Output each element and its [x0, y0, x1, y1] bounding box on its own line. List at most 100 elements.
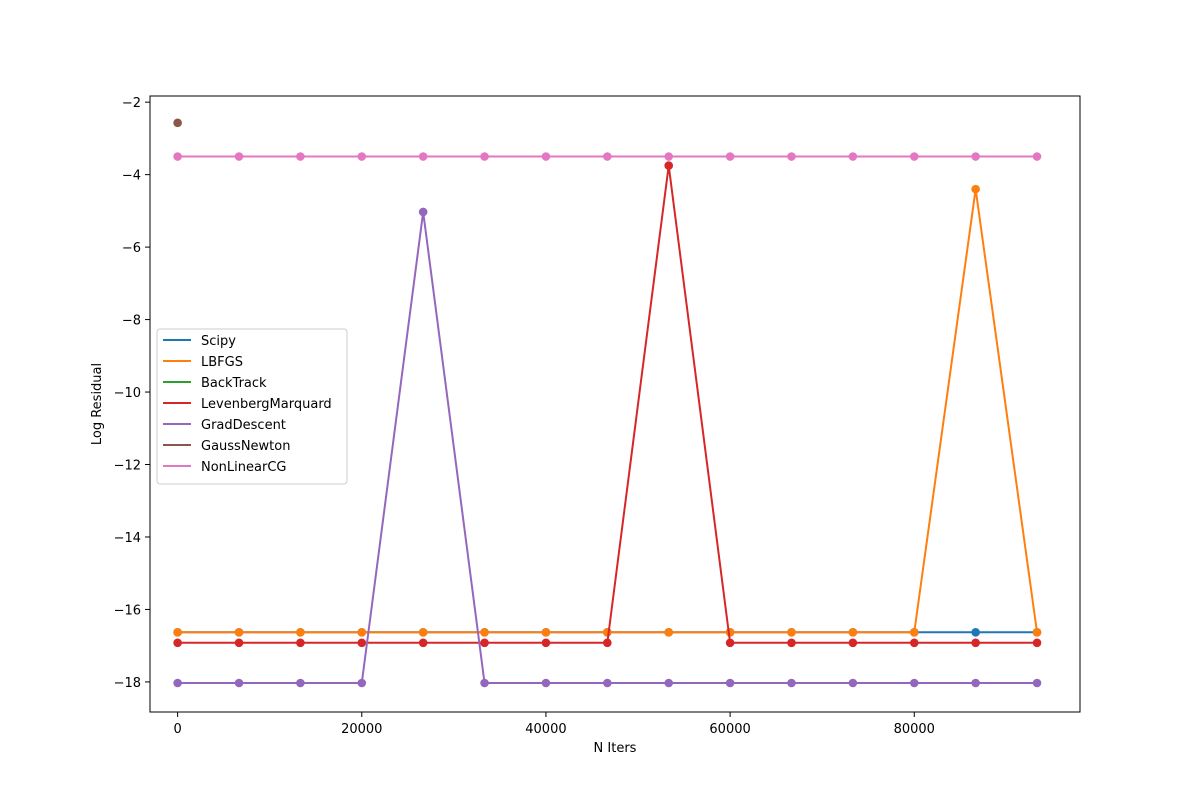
data-point-lbfgs: [664, 627, 674, 637]
x-tick-label: 80000: [894, 722, 935, 737]
data-point-scipy: [971, 627, 980, 637]
data-point-graddescent: [971, 678, 980, 688]
data-point-nonlinearcg: [480, 152, 489, 161]
data-point-nonlinearcg: [664, 152, 674, 161]
data-point-graddescent: [173, 678, 182, 688]
data-point-lbfgs: [480, 627, 489, 637]
legend-label: BackTrack: [201, 376, 267, 391]
data-point-graddescent: [1032, 678, 1042, 688]
data-point-lbfgs: [234, 627, 244, 637]
y-tick-label: −14: [114, 531, 141, 546]
legend-item-graddescent: GradDescent: [163, 418, 286, 433]
series-gaussnewton: [173, 118, 182, 128]
data-point-nonlinearcg: [1032, 152, 1042, 161]
y-axis: −2 −4 −6 −8 −10 −12 −14 −16 −18: [114, 96, 150, 691]
data-point-graddescent: [234, 678, 244, 688]
legend-label: Scipy: [201, 334, 236, 349]
data-point-graddescent: [357, 678, 367, 688]
legend-item-nonlinearcg: NonLinearCG: [163, 460, 286, 475]
data-point-levenbergmarquard: [725, 638, 735, 648]
data-point-nonlinearcg: [234, 152, 244, 161]
legend-item-scipy: Scipy: [163, 334, 236, 349]
data-point-levenbergmarquard: [418, 638, 428, 648]
data-point-graddescent: [603, 678, 612, 688]
data-point-graddescent: [664, 678, 674, 688]
legend-label: GradDescent: [201, 418, 286, 433]
data-point-nonlinearcg: [909, 152, 919, 161]
legend-item-gaussnewton: GaussNewton: [163, 439, 290, 454]
data-point-levenbergmarquard: [603, 638, 612, 648]
data-point-levenbergmarquard: [296, 638, 305, 648]
data-point-lbfgs: [909, 627, 919, 637]
data-point-levenbergmarquard: [1032, 638, 1042, 648]
data-point-levenbergmarquard: [173, 638, 182, 648]
y-tick-label: −10: [114, 386, 141, 401]
data-point-nonlinearcg: [541, 152, 551, 161]
data-point-levenbergmarquard: [480, 638, 489, 648]
data-point-nonlinearcg: [357, 152, 367, 161]
legend-label: NonLinearCG: [201, 460, 286, 475]
legend-label: LBFGS: [201, 355, 243, 370]
data-point-nonlinearcg: [848, 152, 858, 161]
data-point-levenbergmarquard: [971, 638, 980, 648]
data-point-lbfgs: [541, 627, 551, 637]
data-point-lbfgs: [418, 627, 428, 637]
series-layer: [173, 118, 1042, 688]
x-tick-label: 0: [173, 722, 181, 737]
data-point-graddescent: [418, 207, 428, 217]
y-tick-label: −8: [122, 314, 141, 329]
data-point-gaussnewton: [173, 118, 182, 128]
data-point-levenbergmarquard: [664, 161, 674, 170]
y-tick-label: −4: [122, 169, 141, 184]
data-point-lbfgs: [357, 627, 367, 637]
data-point-nonlinearcg: [725, 152, 735, 161]
legend-item-lbfgs: LBFGS: [163, 355, 243, 370]
data-point-lbfgs: [848, 627, 858, 637]
x-axis: 0 20000 40000 60000 80000: [173, 712, 935, 737]
data-point-nonlinearcg: [173, 152, 182, 161]
legend-item-levenbergmarquard: LevenbergMarquard: [163, 397, 332, 412]
data-point-graddescent: [541, 678, 551, 688]
data-point-levenbergmarquard: [357, 638, 367, 648]
data-point-nonlinearcg: [296, 152, 305, 161]
y-tick-label: −18: [114, 676, 141, 691]
data-point-levenbergmarquard: [787, 638, 796, 648]
x-axis-title: N Iters: [594, 741, 637, 756]
y-tick-label: −12: [114, 459, 141, 474]
y-tick-label: −16: [114, 603, 141, 618]
data-point-levenbergmarquard: [234, 638, 244, 648]
data-point-lbfgs: [787, 627, 796, 637]
data-point-graddescent: [848, 678, 858, 688]
series-levenbergmarquard: [173, 161, 1042, 648]
plot-frame: [149, 95, 1081, 713]
data-point-levenbergmarquard: [909, 638, 919, 648]
x-tick-label: 60000: [709, 722, 750, 737]
legend-box: [156, 328, 348, 485]
x-tick-label: 20000: [341, 722, 382, 737]
data-point-lbfgs: [971, 184, 980, 194]
data-point-levenbergmarquard: [848, 638, 858, 648]
data-point-graddescent: [296, 678, 305, 688]
data-point-lbfgs: [296, 627, 305, 637]
data-point-graddescent: [480, 678, 489, 688]
series-nonlinearcg: [173, 152, 1042, 161]
data-point-nonlinearcg: [787, 152, 796, 161]
y-axis-title: Log Residual: [90, 363, 105, 445]
legend-label: GaussNewton: [201, 439, 290, 454]
data-point-nonlinearcg: [971, 152, 980, 161]
data-point-graddescent: [787, 678, 796, 688]
data-point-lbfgs: [1032, 627, 1042, 637]
data-point-nonlinearcg: [418, 152, 428, 161]
series-graddescent: [173, 207, 1042, 688]
legend-label: LevenbergMarquard: [201, 397, 332, 412]
x-tick-label: 40000: [525, 722, 566, 737]
legend-item-backtrack: BackTrack: [163, 376, 267, 391]
data-point-nonlinearcg: [603, 152, 612, 161]
series-lbfgs: [173, 184, 1042, 637]
data-point-graddescent: [909, 678, 919, 688]
data-point-lbfgs: [173, 627, 182, 637]
data-point-graddescent: [725, 678, 735, 688]
y-tick-label: −2: [122, 96, 141, 111]
legend: Scipy LBFGS BackTrack LevenbergMarquard Grad…: [156, 328, 348, 485]
